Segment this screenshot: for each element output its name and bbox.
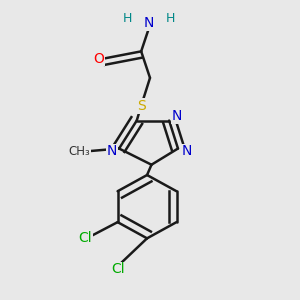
Text: H: H (123, 13, 133, 26)
Text: CH₃: CH₃ (68, 145, 90, 158)
Text: N: N (143, 16, 154, 30)
Text: Cl: Cl (78, 231, 92, 245)
Text: O: O (93, 52, 104, 66)
Text: H: H (165, 13, 175, 26)
Text: Cl: Cl (111, 262, 124, 276)
Text: N: N (171, 109, 182, 123)
Text: N: N (182, 145, 192, 158)
Text: S: S (137, 99, 146, 113)
Text: N: N (106, 145, 117, 158)
